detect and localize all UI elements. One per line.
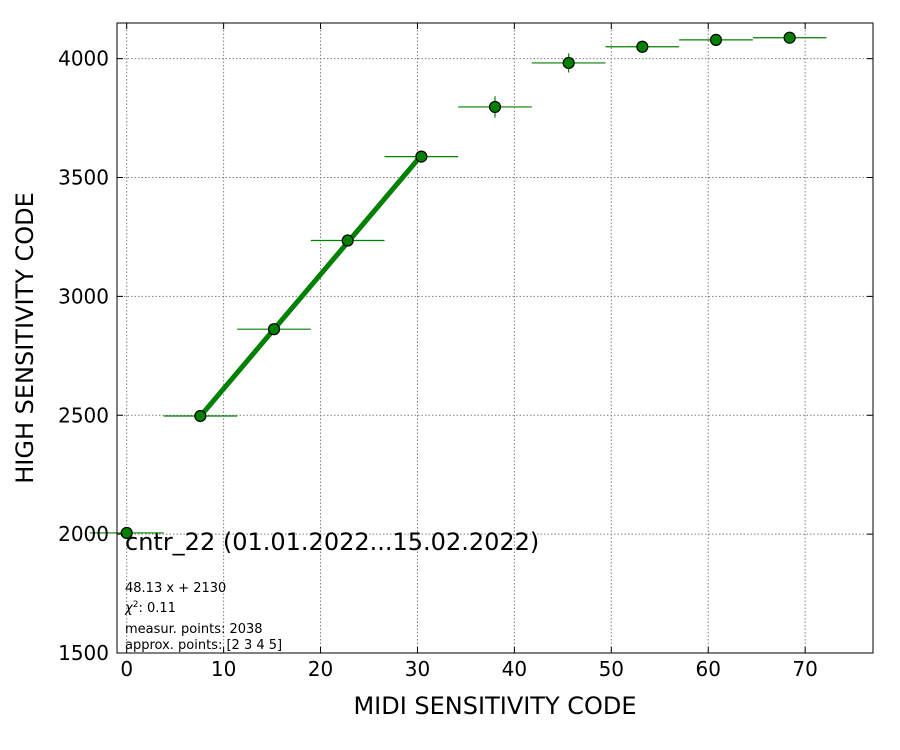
chi-symbol: χ (124, 601, 134, 616)
fit-line (198, 153, 424, 418)
x-tick-label: 40 (502, 657, 527, 681)
data-point (709, 33, 723, 46)
data-point (488, 100, 502, 114)
grid (117, 23, 873, 654)
fit-line-layer (198, 153, 424, 418)
data-point (562, 56, 575, 70)
chi-squared: χ2: 0.11 (124, 600, 176, 616)
x-tick-label: 0 (120, 657, 133, 681)
y-axis-label: HIGH SENSITIVITY CODE (11, 192, 39, 484)
x-axis-label: MIDI SENSITIVITY CODE (353, 692, 636, 720)
y-tick-label: 3500 (58, 166, 109, 190)
plot-frame (116, 22, 874, 654)
x-tick-label: 70 (792, 657, 817, 681)
chart-title: cntr_22 (01.01.2022...15.02.2022) (125, 528, 539, 556)
y-tick-label: 2000 (58, 522, 109, 546)
data-points (89, 31, 827, 540)
chi-squared-value: : 0.11 (138, 601, 175, 616)
data-point (636, 40, 649, 53)
chi-exponent: 2 (133, 600, 139, 610)
data-point (267, 323, 281, 336)
approx-points: approx. points: [2 3 4 5] (125, 638, 282, 653)
x-tick-label: 20 (308, 657, 333, 681)
data-point (120, 526, 133, 540)
y-tick-label: 1500 (58, 641, 109, 665)
data-point (341, 234, 354, 247)
x-tick-label: 60 (696, 657, 721, 681)
data-point (783, 31, 796, 44)
x-tick-label: 50 (599, 657, 624, 681)
y-tick-label: 4000 (58, 47, 109, 71)
x-tick-label: 10 (211, 657, 236, 681)
data-point (415, 150, 428, 163)
x-tick-label: 30 (405, 657, 430, 681)
y-tick-label: 3000 (58, 284, 109, 308)
measured-points: measur. points: 2038 (125, 622, 263, 637)
y-tick-label: 2500 (58, 403, 109, 427)
axis-ticks: 0 10 20 30 40 50 60 70 1500 2000 2500 3000 3500 4000 (58, 23, 873, 681)
data-point (194, 409, 207, 423)
fit-equation: 48.13 x + 2130 (125, 581, 226, 596)
